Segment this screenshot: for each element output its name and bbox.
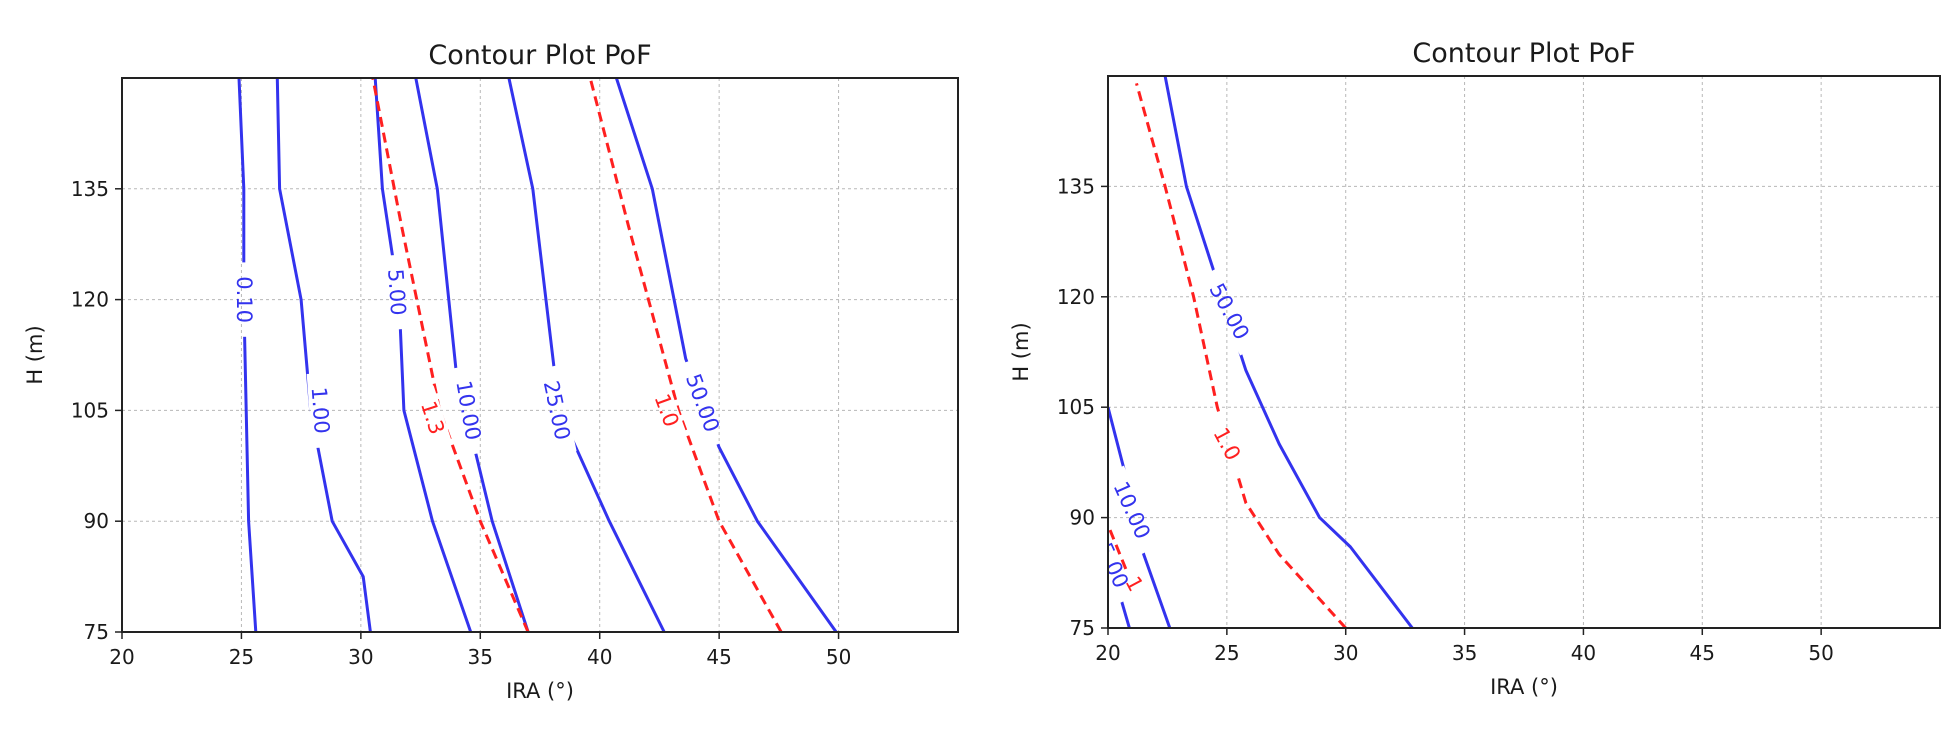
- x-tick-label: 45: [1690, 641, 1715, 665]
- x-tick-label: 40: [587, 645, 612, 669]
- contour-line-1-0: [1135, 82, 1347, 628]
- x-tick-label: 30: [348, 645, 373, 669]
- contour-line-10-00: [1108, 406, 1172, 628]
- contour-line-50-00: [614, 78, 838, 632]
- y-axis-label: H (m): [1009, 322, 1033, 381]
- contour-label: 0.10: [232, 276, 256, 323]
- grid: [121, 78, 958, 633]
- x-tick-label: 20: [109, 645, 134, 669]
- contour-label: 10.00: [451, 379, 485, 442]
- y-tick-label: 75: [1070, 616, 1095, 640]
- y-tick-label: 90: [84, 509, 109, 533]
- x-tick-label: 30: [1333, 641, 1358, 665]
- contour-line-1-00: [275, 78, 372, 632]
- x-tick-label: 50: [826, 645, 851, 669]
- x-axis-label: IRA (°): [506, 679, 574, 703]
- contour-label: 10.00: [1109, 478, 1155, 543]
- x-tick-label: 35: [1452, 641, 1477, 665]
- contour-line-1-3: [371, 78, 530, 632]
- y-tick-label: 105: [71, 398, 109, 422]
- x-axis-label: IRA (°): [1490, 675, 1558, 699]
- x-tick-label: 40: [1571, 641, 1596, 665]
- contour-line-0-10: [237, 78, 258, 632]
- contour-line-10-00: [414, 78, 530, 632]
- contour-label: 1.00: [307, 386, 334, 434]
- x-tick-label: 45: [706, 645, 731, 669]
- contour-line-50-00: [1163, 76, 1414, 628]
- contour-line-5-00: [373, 78, 473, 632]
- x-tick-label: 35: [468, 645, 493, 669]
- y-tick-label: 135: [71, 177, 109, 201]
- x-tick-label: 25: [1214, 641, 1239, 665]
- chart-title: Contour Plot PoF: [428, 40, 651, 71]
- x-tick-label: 25: [229, 645, 254, 669]
- y-tick-label: 135: [1057, 174, 1095, 198]
- contour-line-25-00: [507, 78, 666, 632]
- y-tick-label: 105: [1057, 395, 1095, 419]
- contour-label: 1.0: [1208, 424, 1245, 465]
- contour-label: 1.3: [416, 398, 449, 437]
- grid: [1107, 76, 1940, 629]
- contour-line-1-0: [588, 78, 783, 632]
- y-tick-label: 75: [84, 620, 109, 644]
- x-tick-label: 20: [1095, 641, 1120, 665]
- x-tick-label: 50: [1808, 641, 1833, 665]
- plot-frame: [1107, 75, 1941, 629]
- chart-title: Contour Plot PoF: [1412, 38, 1635, 69]
- contour-label: 50.00: [1205, 279, 1254, 343]
- chart-panel-left: 20 25 30 35 40 45 50 75 90 105 120 135 0.10 1.00 5.00 1…: [23, 40, 959, 703]
- contour-label: 50.00: [681, 371, 724, 436]
- y-tick-label: 120: [1057, 285, 1095, 309]
- y-axis-label: H (m): [23, 325, 47, 384]
- plot-frame: [121, 77, 959, 633]
- contour-line-1: [1108, 524, 1134, 585]
- y-tick-label: 120: [71, 288, 109, 312]
- y-tick-label: 90: [1070, 506, 1095, 530]
- chart-panel-right: 20 25 30 35 40 45 50759010512013550.0010.005.0…: [1009, 38, 1941, 699]
- contour-label: 1.0: [650, 391, 684, 431]
- contour-line-5-00: [1108, 553, 1131, 628]
- contour-label: 5.00: [383, 268, 410, 316]
